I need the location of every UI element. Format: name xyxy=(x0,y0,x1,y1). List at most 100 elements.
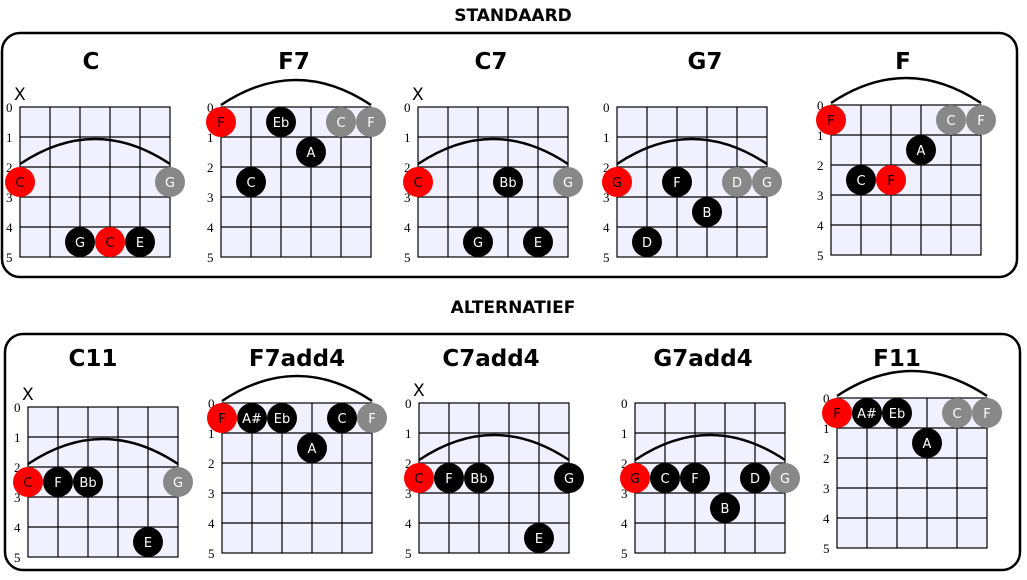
mute-marker: X xyxy=(412,85,424,105)
barre-arc xyxy=(221,374,373,403)
note-dot xyxy=(912,428,942,458)
fret-number: 1 xyxy=(207,130,214,145)
note-dot xyxy=(133,527,163,557)
note-label: G xyxy=(165,176,175,191)
note-dot xyxy=(297,433,327,463)
fret-number: 5 xyxy=(823,541,830,556)
chord-name: F11 xyxy=(873,346,921,372)
note-label: F xyxy=(218,412,225,427)
fret-number: 0 xyxy=(603,100,610,115)
note-dot xyxy=(155,167,185,197)
note-dot xyxy=(554,463,584,493)
fret-number: 1 xyxy=(603,130,610,145)
chord-name: C xyxy=(83,49,100,75)
barre-arc xyxy=(616,137,768,166)
fret-number: 0 xyxy=(207,100,214,115)
fret-number: 4 xyxy=(621,516,628,531)
fret-number: 4 xyxy=(817,218,824,233)
fret-number: 0 xyxy=(14,400,21,415)
note-dot xyxy=(356,107,386,137)
note-dot xyxy=(662,167,692,197)
note-label: A# xyxy=(242,412,262,427)
chord-name: F xyxy=(895,49,911,75)
note-label: A xyxy=(917,144,926,159)
note-dot xyxy=(95,227,125,257)
note-label: C xyxy=(337,412,346,427)
barre-arc xyxy=(418,433,570,462)
section-frame xyxy=(3,332,1022,572)
section-frame xyxy=(0,31,1019,279)
note-dot xyxy=(434,463,464,493)
note-dot xyxy=(710,493,740,523)
fret-number: 2 xyxy=(404,160,411,175)
note-dot xyxy=(493,167,523,197)
fret-number: 5 xyxy=(14,550,21,565)
note-label: E xyxy=(136,236,144,251)
chord-name: C7add4 xyxy=(442,346,539,372)
note-label: D xyxy=(750,472,760,487)
chord-name: F7 xyxy=(278,49,310,75)
barre-arc xyxy=(830,76,982,105)
note-dot xyxy=(632,227,662,257)
fret-number: 3 xyxy=(6,190,13,205)
note-dot xyxy=(936,105,966,135)
note-label: E xyxy=(144,536,152,551)
fret-number: 0 xyxy=(621,396,628,411)
note-dot xyxy=(972,398,1002,428)
fret-number: 4 xyxy=(6,220,13,235)
note-label: F xyxy=(887,174,894,189)
fret-number: 3 xyxy=(603,190,610,205)
note-label: A xyxy=(308,442,317,457)
note-dot xyxy=(722,167,752,197)
note-label: G xyxy=(564,472,574,487)
fret-number: 5 xyxy=(404,250,411,265)
note-label: E xyxy=(535,532,543,547)
note-dot xyxy=(125,227,155,257)
note-dot xyxy=(876,165,906,195)
note-dot xyxy=(882,398,912,428)
note-label: D xyxy=(732,176,742,191)
note-dot xyxy=(752,167,782,197)
section-title: STANDAARD xyxy=(454,6,572,26)
note-label: G xyxy=(780,472,790,487)
barre-arc xyxy=(27,437,179,466)
note-dot xyxy=(650,463,680,493)
fret-number: 1 xyxy=(621,426,628,441)
note-dot xyxy=(692,197,722,227)
note-dot xyxy=(620,463,650,493)
note-label: Eb xyxy=(274,412,290,427)
note-label: Eb xyxy=(273,116,289,131)
note-dot xyxy=(822,398,852,428)
note-dot xyxy=(906,135,936,165)
fret-number: 4 xyxy=(404,220,411,235)
barre-arc xyxy=(634,433,786,462)
fret-number: 1 xyxy=(405,426,412,441)
note-dot xyxy=(846,165,876,195)
note-dot xyxy=(5,167,35,197)
note-dot xyxy=(602,167,632,197)
fret-number: 5 xyxy=(405,546,412,561)
note-dot xyxy=(73,467,103,497)
chord-name: C11 xyxy=(69,346,118,372)
chord-name: C7 xyxy=(475,49,508,75)
fret-number: 5 xyxy=(207,250,214,265)
note-dot xyxy=(237,403,267,433)
fret-number: 0 xyxy=(6,100,13,115)
fret-number: 3 xyxy=(823,481,830,496)
barre-arc xyxy=(19,137,171,166)
note-dot xyxy=(327,403,357,433)
fret-number: 1 xyxy=(208,426,215,441)
barre-arc xyxy=(836,369,988,398)
fret-number: 0 xyxy=(405,396,412,411)
barre-arc xyxy=(220,78,372,107)
note-dot xyxy=(65,227,95,257)
fret-number: 2 xyxy=(405,456,412,471)
fret-number: 4 xyxy=(603,220,610,235)
fret-number: 3 xyxy=(404,190,411,205)
fret-number: 1 xyxy=(817,128,824,143)
note-dot xyxy=(464,463,494,493)
fret-number: 3 xyxy=(621,486,628,501)
note-dot xyxy=(816,105,846,135)
note-label: G xyxy=(612,176,622,191)
note-label: F xyxy=(691,472,698,487)
